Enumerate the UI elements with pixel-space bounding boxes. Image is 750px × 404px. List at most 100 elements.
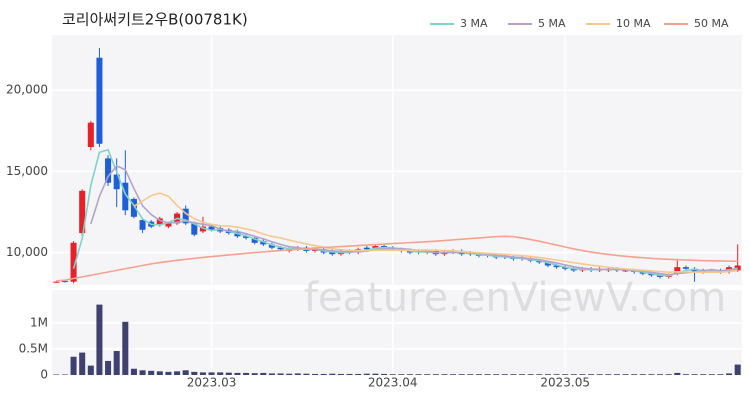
volume-bar <box>648 374 655 375</box>
volume-bar <box>53 374 60 375</box>
volume-bar <box>450 374 457 375</box>
volume-bar <box>182 370 189 375</box>
volume-bar <box>165 371 172 375</box>
volume-bar <box>406 374 413 375</box>
ma-line <box>133 192 738 273</box>
y-tick-label: 20,000 <box>6 83 48 97</box>
legend-label: 50 MA <box>694 17 729 30</box>
candle-body <box>53 281 60 283</box>
volume-bar <box>87 365 94 375</box>
volume-bar <box>398 374 405 375</box>
candle-body <box>682 267 689 269</box>
y-tick-label: 1M <box>30 315 48 329</box>
volume-bar <box>96 304 103 375</box>
ma-line <box>56 235 738 282</box>
candle-body <box>363 247 370 250</box>
volume-bar <box>657 374 664 375</box>
volume-bar <box>372 373 379 375</box>
candle-body <box>406 250 413 253</box>
volume-bar <box>734 364 741 375</box>
y-tick-label: 0 <box>40 368 48 382</box>
volume-bar <box>484 374 491 375</box>
volume-bar <box>726 373 733 375</box>
candle-body <box>657 275 664 277</box>
volume-bar <box>588 374 595 375</box>
volume-bar <box>424 374 431 375</box>
volume-bar <box>217 372 224 375</box>
volume-bar <box>389 374 396 375</box>
volume-bar <box>130 368 137 375</box>
volume-bar <box>243 372 250 375</box>
legend-label: 5 MA <box>538 17 566 30</box>
volume-bar <box>199 372 206 375</box>
volume-bar <box>700 374 707 375</box>
volume-bar <box>277 373 284 375</box>
volume-bar <box>467 374 474 375</box>
volume-bar <box>329 373 336 375</box>
volume-bar <box>579 374 586 375</box>
volume-bar <box>631 374 638 375</box>
candle-body <box>268 244 275 248</box>
candle-body <box>251 237 258 243</box>
volume-bar <box>355 373 362 375</box>
volume-bar <box>303 373 310 375</box>
volume-bar <box>415 374 422 375</box>
candle-body <box>553 265 560 268</box>
volume-bar <box>105 360 112 375</box>
volume-bar <box>553 374 560 375</box>
volume-bar <box>691 374 698 375</box>
volume-bar <box>225 372 232 375</box>
legend-label: 3 MA <box>460 17 488 30</box>
candle-body <box>674 267 681 274</box>
candle-body <box>208 226 215 230</box>
volume-bar <box>113 351 120 375</box>
price-panel <box>52 35 742 285</box>
candle-body <box>165 223 172 227</box>
candle-body <box>139 220 146 230</box>
candle-body <box>544 262 551 266</box>
volume-bar <box>544 374 551 375</box>
x-tick-label: 2023.04 <box>368 376 418 390</box>
candle-body <box>105 158 112 183</box>
volume-bar <box>708 374 715 375</box>
volume-bar <box>337 373 344 375</box>
volume-bar <box>381 373 388 375</box>
candle-body <box>70 242 77 282</box>
y-tick-label: 0.5M <box>19 341 48 355</box>
volume-bar <box>527 374 534 375</box>
watermark: feature.enViewV.com <box>304 275 726 321</box>
volume-bar <box>639 374 646 375</box>
candle-body <box>260 241 267 245</box>
candle-body <box>182 208 189 224</box>
candle-body <box>96 57 103 144</box>
volume-bar <box>174 371 181 375</box>
candle-body <box>243 236 250 238</box>
x-tick-label: 2023.03 <box>187 376 237 390</box>
candle-body <box>570 268 577 271</box>
legend-label: 10 MA <box>616 17 651 30</box>
y-tick-label: 15,000 <box>6 164 48 178</box>
volume-panel <box>52 290 742 375</box>
volume-bar <box>562 374 569 375</box>
volume-bar <box>475 374 482 375</box>
volume-bar <box>122 321 129 375</box>
volume-bar <box>139 370 146 375</box>
candle-body <box>734 265 741 271</box>
volume-bar <box>501 374 508 375</box>
volume-bar <box>682 374 689 375</box>
candle-body <box>381 246 388 248</box>
volume-bar <box>536 374 543 375</box>
volume-bar <box>665 374 672 375</box>
volume-bar <box>674 372 681 375</box>
volume-bar <box>234 372 241 375</box>
candle-body <box>122 182 129 211</box>
candle-body <box>156 218 163 225</box>
volume-bar <box>320 373 327 375</box>
volume-bar <box>294 373 301 375</box>
volume-bar <box>251 373 258 375</box>
volume-bar <box>148 370 155 375</box>
volume-bar <box>622 374 629 375</box>
candle-body <box>191 223 198 235</box>
volume-bar <box>61 374 68 375</box>
